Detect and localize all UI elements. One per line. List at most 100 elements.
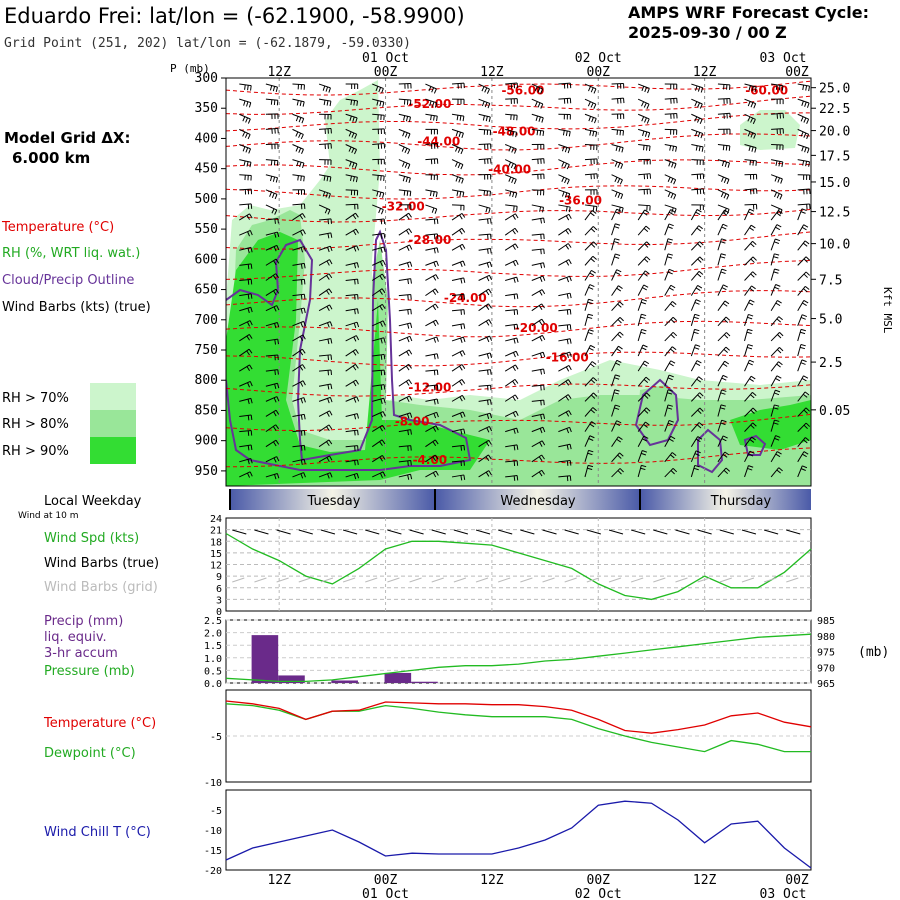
wind-barb-feather (407, 460, 409, 466)
surface-wind-barb-grid (608, 577, 622, 583)
wind-barb-feather (644, 409, 649, 414)
wind-barb-feather (803, 375, 809, 379)
wind-barb-staff (265, 127, 278, 130)
wind-barb-feather (667, 392, 673, 395)
wind-barb-staff (372, 218, 385, 221)
wind-barb-feather (382, 471, 386, 477)
wind-barb-feather (616, 208, 622, 212)
wind-barb-staff (318, 472, 331, 478)
wind-barb-staff (584, 284, 591, 296)
wind-barb-feather (776, 212, 781, 217)
wind-barb-feather (355, 212, 359, 218)
wind-barb-feather (668, 362, 674, 367)
wind-barb-feather (354, 279, 356, 285)
wind-barb-feather (488, 470, 492, 476)
wind-barb-feather (539, 206, 542, 212)
wind-barb-feather (299, 365, 304, 371)
date-tick-label: 03 Oct (760, 51, 807, 66)
wind-barb-feather (699, 103, 703, 109)
wind-barb-staff (345, 174, 358, 178)
wind-barb-feather (592, 206, 595, 212)
wind-barb-feather (461, 228, 466, 233)
wind-barb-feather (379, 456, 383, 462)
wind-barb-feather (775, 435, 781, 438)
wind-barb-feather (271, 208, 275, 214)
wind-barb-feather (590, 212, 595, 217)
wind-barb-feather (748, 145, 751, 152)
wind-chill-label: Wind Chill T (°C) (44, 825, 151, 840)
height-tick-label: 10.0 (819, 238, 850, 253)
y-tick-label: -10 (204, 826, 222, 837)
wind-barb-feather (669, 287, 674, 291)
wind-barb-staff (505, 276, 517, 281)
wind-barb-staff (611, 208, 618, 221)
wind-barb-feather (326, 426, 330, 431)
wind-barb-feather (642, 287, 647, 291)
wind-barb-feather (349, 161, 352, 167)
wind-barb-feather (299, 350, 304, 356)
wind-barb-feather (803, 117, 807, 123)
wind-barb-feather (302, 380, 306, 386)
day-label-tuesday: Tuesday (307, 494, 361, 509)
time-tick-label: 12Z (267, 65, 291, 80)
wind-barb-feather (382, 260, 386, 266)
wind-barb-feather (407, 133, 411, 139)
wind-barb-feather (461, 379, 466, 384)
wind-barb-feather (295, 116, 299, 122)
wind-barb-feather (803, 258, 808, 263)
wind-barb-feather (699, 256, 704, 261)
wind-barb-feather (802, 302, 807, 306)
wind-barb-feather (645, 145, 648, 151)
wind-barb-feather (803, 132, 807, 138)
wind-barb-feather (434, 454, 439, 460)
wind-barb-staff (797, 256, 807, 266)
wind-barb-feather (699, 407, 704, 412)
wind-barb-feather (379, 426, 383, 432)
surface-wind-barb (520, 529, 535, 535)
wind-barb-feather (326, 290, 330, 295)
surface-wind-barb (697, 529, 712, 535)
wind-barb-feather (460, 475, 463, 481)
wind-barb-feather (513, 294, 516, 300)
wind-barb-feather (350, 175, 353, 181)
wind-barb-feather (805, 422, 811, 427)
wind-barb-staff (611, 345, 619, 357)
wind-barb-feather (247, 231, 250, 237)
wind-barb-feather (247, 459, 250, 465)
wind-barb-feather (668, 268, 674, 272)
wind-barb-feather (747, 467, 753, 471)
wind-barb-feather (751, 285, 756, 290)
wind-barb-feather (455, 131, 459, 137)
surface-wind-barb-grid (763, 577, 777, 583)
wind-barb-feather (566, 460, 569, 466)
wind-barb-staff (478, 384, 491, 387)
wind-barb-feather (406, 246, 410, 251)
wind-barb-staff (770, 404, 775, 417)
wind-barb-staff (770, 347, 780, 357)
wind-barb-feather (513, 428, 516, 434)
wind-barb-feather (379, 261, 383, 267)
wind-barb-feather (778, 316, 783, 321)
wind-barb-feather (460, 445, 463, 451)
wind-barb-staff (637, 209, 646, 221)
wind-barb-feather (515, 260, 519, 265)
wind-barb-feather (250, 444, 253, 450)
wind-barb-feather (485, 207, 488, 213)
wind-barb-feather (355, 349, 359, 354)
wind-barb-staff (558, 324, 571, 327)
wind-barb-feather (615, 362, 621, 366)
y-tick-label: 975 (817, 648, 835, 659)
wind-barb-feather (380, 209, 384, 215)
wind-barb-feather (326, 441, 330, 447)
wind-barb-feather (721, 419, 727, 423)
wind-barb-feather (303, 246, 306, 252)
wind-barb-feather (462, 192, 465, 198)
wind-barb-feather (246, 350, 250, 356)
precip-label: Precip (mm) (44, 614, 123, 629)
wind-barb-staff (345, 245, 357, 251)
wind-barb-staff (425, 218, 438, 221)
wind-barb-feather (668, 211, 674, 216)
wind-barb-feather (275, 273, 279, 278)
wind-barb-staff (744, 314, 749, 326)
